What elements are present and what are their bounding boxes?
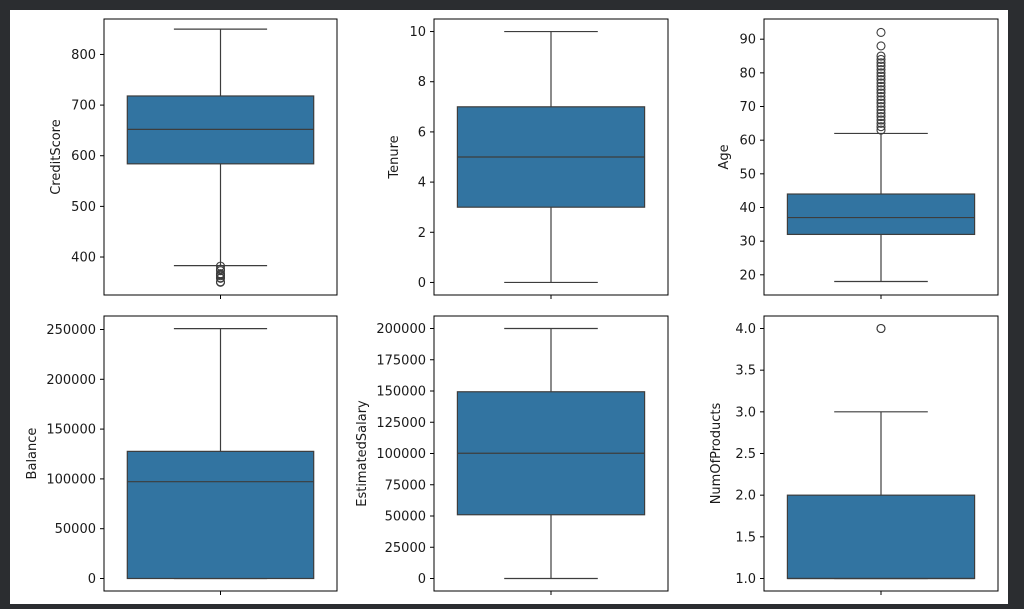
y-tick-label: 0 <box>418 276 426 291</box>
iqr-box <box>786 494 976 580</box>
outlier-point <box>876 88 886 98</box>
y-tick-label: 3.0 <box>735 405 756 420</box>
y-tick-label: 50 <box>739 167 756 182</box>
y-axis-label: EstimatedSalary <box>355 400 370 507</box>
y-tick-label: 50000 <box>55 522 96 537</box>
outlier-point <box>876 85 886 95</box>
outlier-point <box>876 115 886 125</box>
outlier-point <box>876 41 886 51</box>
y-tick-label: 10 <box>409 25 426 40</box>
figure-canvas: 400 500 600 700 800 CreditScore 0 2 4 6 8 10 Tenure 2… <box>10 10 1008 604</box>
outlier-point <box>876 58 886 68</box>
iqr-box <box>126 450 315 580</box>
y-tick-label: 80 <box>739 66 756 81</box>
y-tick-label: 70 <box>739 100 756 115</box>
y-axis-label: Balance <box>25 428 40 480</box>
y-tick-label: 40 <box>739 201 756 216</box>
iqr-box <box>786 193 976 236</box>
subplot-estimatedsalary: 0 25000 50000 75000 100000 125000 150000 175000… <box>355 315 669 595</box>
y-tick-label: 90 <box>739 33 756 48</box>
y-axis-label: Tenure <box>387 135 402 179</box>
boxplot-grid: 400500600700800CreditScore0246810Tenure2… <box>25 18 999 595</box>
y-tick-label: 250000 <box>46 323 96 338</box>
y-tick-label: 150000 <box>376 385 426 400</box>
y-tick-label: 0 <box>418 572 426 587</box>
subplot-numofproducts: 1.0 1.5 2.0 2.5 3.0 3.5 4.0 NumOfProducts <box>709 315 999 595</box>
outlier-point <box>876 81 886 91</box>
y-axis-label: CreditScore <box>49 119 64 195</box>
y-tick-label: 60 <box>739 134 756 149</box>
subplot-age: 20 30 40 50 60 70 80 90 Age <box>717 18 999 299</box>
y-tick-label: 200000 <box>46 373 96 388</box>
outlier-point <box>876 98 886 108</box>
y-tick-label: 175000 <box>376 353 426 368</box>
y-tick-label: 20 <box>739 268 756 283</box>
subplot-balance: 0 50000 100000 150000 200000 250000 Balance <box>25 315 338 595</box>
y-tick-label: 600 <box>71 149 96 164</box>
y-tick-label: 100000 <box>376 447 426 462</box>
outlier-point <box>215 264 226 274</box>
y-tick-label: 100000 <box>46 472 96 487</box>
outlier-point <box>876 105 886 115</box>
y-tick-label: 25000 <box>385 541 426 556</box>
y-tick-label: 2 <box>418 226 426 241</box>
y-tick-label: 150000 <box>46 423 96 438</box>
outlier-point <box>876 323 886 334</box>
outlier-point <box>876 108 886 118</box>
y-tick-label: 800 <box>71 48 96 63</box>
outlier-point <box>876 64 886 75</box>
outlier-point <box>876 95 886 105</box>
y-tick-label: 1.0 <box>735 572 756 587</box>
outlier-point <box>876 54 886 64</box>
y-tick-label: 6 <box>418 125 426 140</box>
outlier-point <box>876 91 886 101</box>
y-axis-label: NumOfProducts <box>709 402 724 504</box>
outlier-point <box>876 112 886 122</box>
y-tick-label: 30 <box>739 235 756 250</box>
outlier-point <box>876 71 886 81</box>
y-tick-label: 500 <box>71 200 96 215</box>
y-tick-label: 4.0 <box>735 322 756 337</box>
y-axis-label: Age <box>717 144 732 169</box>
y-tick-label: 75000 <box>385 478 426 493</box>
outlier-point <box>876 122 886 132</box>
subplot-creditscore: 400 500 600 700 800 CreditScore <box>49 18 338 299</box>
outlier-point <box>876 75 886 85</box>
outlier-point <box>876 78 886 88</box>
outlier-point <box>876 125 886 135</box>
y-tick-label: 8 <box>418 75 426 90</box>
y-tick-label: 1.5 <box>735 530 756 545</box>
outlier-point <box>876 61 886 71</box>
y-tick-label: 3.5 <box>735 364 756 379</box>
y-tick-label: 0 <box>88 572 96 587</box>
outlier-point <box>876 27 886 38</box>
outlier-point <box>876 101 886 112</box>
y-tick-label: 50000 <box>385 510 426 525</box>
y-tick-label: 125000 <box>376 416 426 431</box>
outlier-point <box>876 51 886 61</box>
y-tick-label: 2.0 <box>735 489 756 504</box>
outlier-point <box>876 68 886 78</box>
y-tick-label: 400 <box>71 251 96 266</box>
y-tick-label: 2.5 <box>735 447 756 462</box>
subplot-tenure: 0 2 4 6 8 10 Tenure <box>387 18 669 299</box>
y-tick-label: 700 <box>71 99 96 114</box>
outlier-point <box>215 261 226 271</box>
outlier-point <box>876 118 886 128</box>
y-tick-label: 200000 <box>376 322 426 337</box>
y-tick-label: 4 <box>418 176 426 191</box>
